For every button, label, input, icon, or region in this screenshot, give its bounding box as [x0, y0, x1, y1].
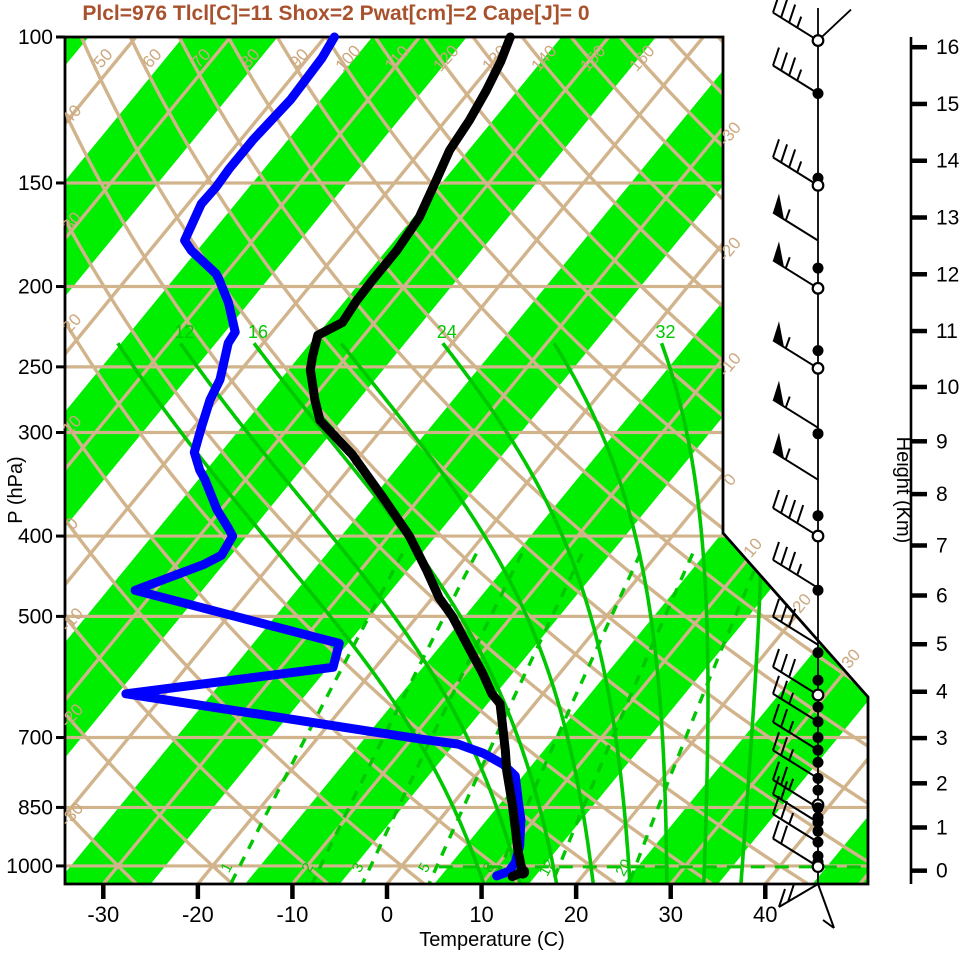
svg-text:10: 10: [936, 376, 959, 399]
svg-text:16: 16: [936, 36, 959, 59]
svg-text:13: 13: [936, 207, 959, 230]
svg-text:-20: -20: [715, 234, 745, 265]
svg-text:12: 12: [936, 263, 959, 286]
dry-adiabats: [65, 37, 868, 884]
svg-text:32: 32: [656, 322, 676, 342]
svg-text:200: 200: [18, 276, 53, 299]
svg-text:12: 12: [174, 322, 194, 342]
svg-text:24: 24: [437, 322, 457, 342]
svg-text:90: 90: [286, 45, 313, 72]
svg-text:2: 2: [936, 772, 948, 795]
svg-text:6: 6: [936, 585, 948, 608]
svg-text:1000: 1000: [6, 855, 53, 878]
moist-adiabat-labels: 12 16 24 32: [174, 322, 675, 342]
svg-text:12: 12: [536, 856, 559, 879]
surface-dot: [516, 865, 530, 879]
svg-text:40: 40: [753, 902, 777, 927]
svg-text:9: 9: [936, 430, 948, 453]
svg-text:4: 4: [936, 681, 948, 704]
svg-text:-30: -30: [57, 799, 88, 830]
svg-text:850: 850: [18, 796, 53, 819]
temperature-curve: [305, 32, 528, 882]
pressure-axis: 100 150 200 250 300 400 500 700 850 1000 P (hPa): [5, 26, 65, 878]
svg-text:-10: -10: [277, 902, 309, 927]
svg-text:30: 30: [658, 902, 682, 927]
svg-text:3: 3: [936, 727, 948, 750]
svg-text:-30: -30: [87, 902, 119, 927]
svg-text:16: 16: [248, 322, 268, 342]
plot-border: [63, 35, 870, 886]
svg-text:100: 100: [18, 26, 53, 49]
svg-text:-20: -20: [182, 902, 214, 927]
svg-text:5: 5: [936, 633, 948, 656]
svg-text:20: 20: [564, 902, 588, 927]
temperature-axis: -30 -20 -10 0 10 20 30 40 Temperature (C): [87, 884, 778, 951]
svg-text:400: 400: [18, 525, 53, 548]
svg-text:11: 11: [936, 320, 958, 343]
mixing-ratio-lines: [229, 552, 764, 884]
svg-text:15: 15: [936, 93, 959, 116]
svg-text:P (hPa): P (hPa): [5, 456, 27, 523]
svg-text:Height (Km): Height (Km): [892, 437, 914, 544]
svg-text:14: 14: [936, 150, 960, 173]
svg-text:1: 1: [936, 816, 948, 839]
svg-text:500: 500: [18, 605, 53, 628]
svg-text:10: 10: [469, 902, 493, 927]
chart-title: Plcl=976 Tlcl[C]=11 Shox=2 Pwat[cm]=2 Ca…: [82, 2, 590, 25]
svg-text:250: 250: [18, 356, 53, 379]
svg-text:5: 5: [415, 860, 434, 875]
svg-text:Temperature (C): Temperature (C): [419, 929, 565, 951]
wind-barbs: [772, 0, 852, 929]
svg-text:20: 20: [612, 856, 635, 879]
svg-text:3: 3: [349, 860, 368, 875]
svg-text:0: 0: [936, 860, 948, 883]
svg-text:300: 300: [18, 422, 53, 445]
svg-text:0: 0: [381, 902, 393, 927]
svg-text:7: 7: [936, 534, 948, 557]
svg-text:700: 700: [18, 727, 53, 750]
svg-text:150: 150: [18, 172, 53, 195]
svg-text:8: 8: [936, 483, 948, 506]
